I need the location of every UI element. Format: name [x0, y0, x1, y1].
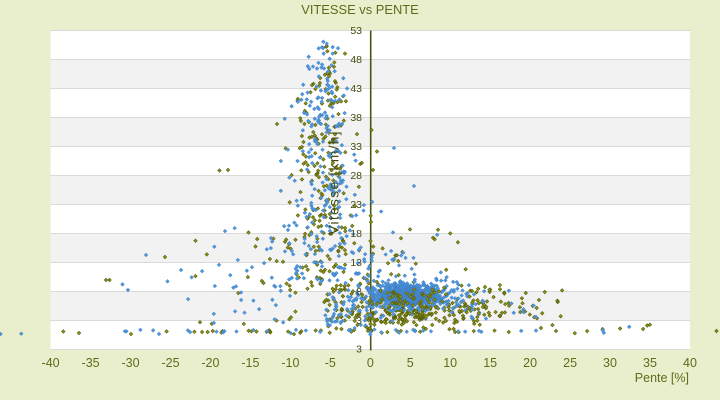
svg-text:-40: -40	[42, 356, 60, 370]
svg-text:8: 8	[356, 286, 362, 298]
svg-text:-10: -10	[281, 356, 299, 370]
svg-text:3: 3	[356, 344, 362, 356]
svg-text:VITESSE vs PENTE: VITESSE vs PENTE	[301, 2, 419, 17]
svg-text:-25: -25	[161, 356, 179, 370]
svg-text:-15: -15	[241, 356, 259, 370]
svg-text:40: 40	[683, 356, 697, 370]
svg-text:5: 5	[407, 356, 414, 370]
svg-text:-5: -5	[325, 356, 336, 370]
svg-text:25: 25	[563, 356, 577, 370]
svg-text:30: 30	[603, 356, 617, 370]
svg-text:13: 13	[350, 257, 362, 269]
svg-text:15: 15	[483, 356, 497, 370]
svg-text:23: 23	[350, 199, 362, 211]
svg-text:20: 20	[523, 356, 537, 370]
svg-text:0: 0	[367, 356, 374, 370]
svg-text:53: 53	[350, 25, 362, 37]
svg-text:-20: -20	[201, 356, 219, 370]
svg-text:38: 38	[350, 112, 362, 124]
svg-text:-35: -35	[82, 356, 100, 370]
svg-text:35: 35	[643, 356, 657, 370]
svg-text:10: 10	[443, 356, 457, 370]
svg-text:28: 28	[350, 170, 362, 182]
svg-text:Vitesse [km/h]: Vitesse [km/h]	[326, 130, 342, 234]
svg-text:3: 3	[356, 315, 362, 327]
svg-text:18: 18	[350, 228, 362, 240]
svg-text:Pente [%]: Pente [%]	[635, 371, 689, 385]
svg-text:43: 43	[350, 83, 362, 95]
svg-text:33: 33	[350, 141, 362, 153]
svg-text:48: 48	[350, 54, 362, 66]
svg-text:-30: -30	[121, 356, 139, 370]
